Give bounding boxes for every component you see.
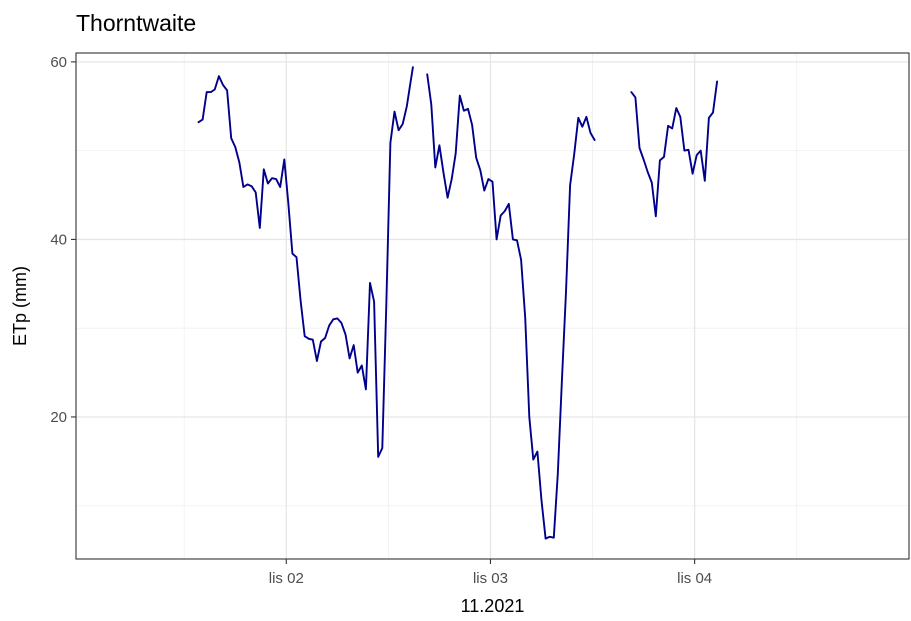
y-axis-title: ETp (mm) xyxy=(10,266,30,346)
x-tick-label: lis 02 xyxy=(269,570,304,587)
x-tick-label: lis 04 xyxy=(677,570,712,587)
y-tick-label: 20 xyxy=(50,409,67,426)
series-line-segment xyxy=(197,66,414,458)
y-tick-label: 40 xyxy=(50,231,67,248)
tick-labels: lis 02 lis 03 lis 04 20 40 60 xyxy=(50,54,712,587)
x-axis-title: 11.2021 xyxy=(461,596,525,616)
series-layer xyxy=(197,66,719,540)
minor-gridlines xyxy=(76,53,909,559)
major-gridlines xyxy=(76,53,909,559)
y-tick-label: 60 xyxy=(50,54,67,71)
x-tick-label: lis 03 xyxy=(473,570,508,587)
panel-border xyxy=(75,52,910,560)
axis-ticks xyxy=(71,61,696,564)
chart-title: Thorntwaite xyxy=(76,10,197,36)
series-line-segment xyxy=(630,80,719,218)
series-line-segment xyxy=(426,73,596,540)
